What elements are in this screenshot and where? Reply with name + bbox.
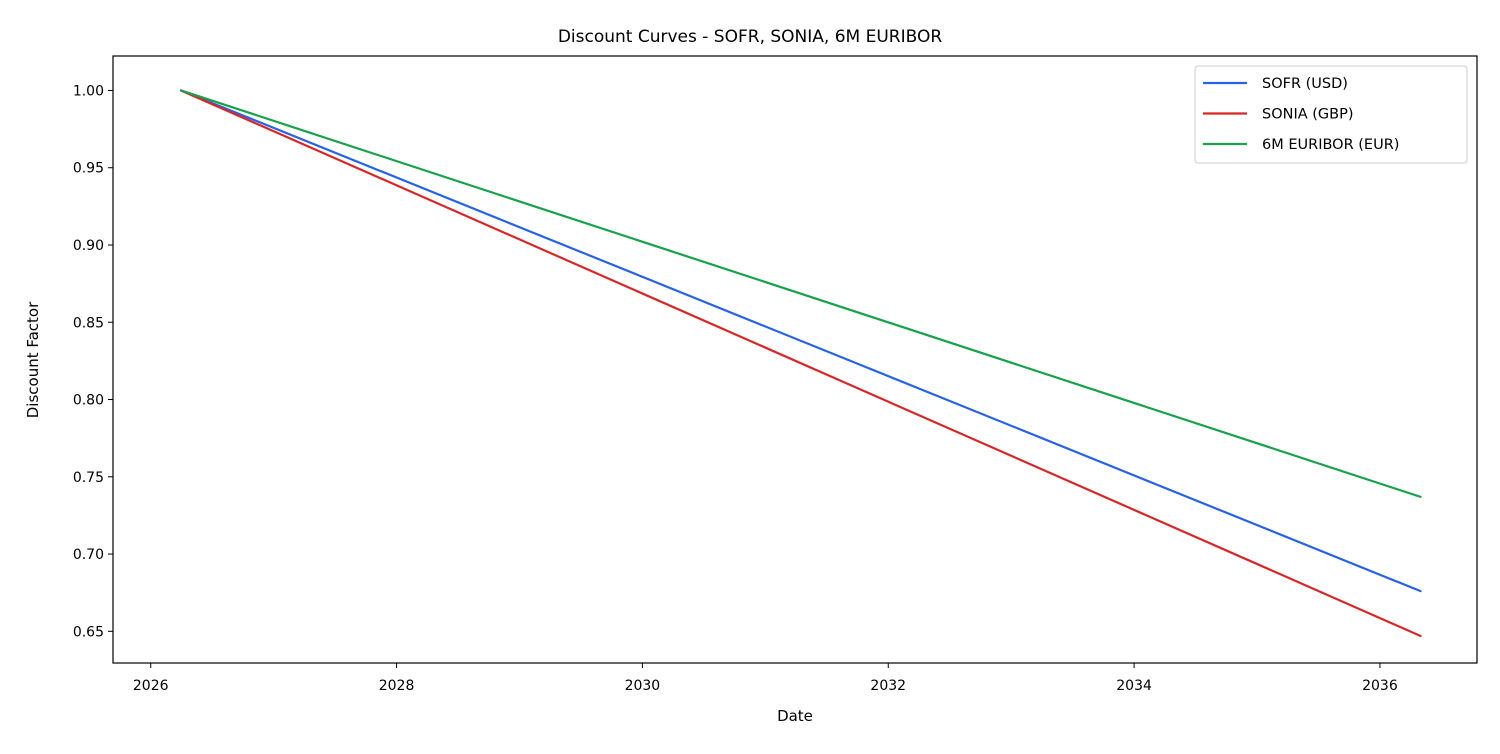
y-tick-label: 0.65	[73, 624, 104, 640]
x-tick-label: 2036	[1362, 678, 1398, 694]
x-axis-ticks: 2026 2028 2030 2032 2034 2036	[133, 663, 1398, 694]
y-tick-label: 0.90	[73, 238, 104, 254]
y-tick-label: 0.85	[73, 315, 104, 331]
legend-label: 6M EURIBOR (EUR)	[1262, 137, 1399, 153]
x-tick-label: 2030	[625, 678, 661, 694]
x-tick-label: 2032	[870, 678, 906, 694]
y-axis-label: Discount Factor	[24, 301, 42, 418]
y-tick-label: 0.80	[73, 393, 104, 409]
x-tick-label: 2028	[379, 678, 415, 694]
y-axis-ticks: 0.65 0.70 0.75 0.80 0.85 0.90 0.95 1.00	[73, 83, 113, 640]
legend-label: SONIA (GBP)	[1262, 107, 1354, 123]
y-tick-label: 0.75	[73, 470, 104, 486]
legend: SOFR (USD) SONIA (GBP) 6M EURIBOR (EUR)	[1194, 65, 1468, 164]
series-line-1	[179, 89, 1422, 638]
plot-frame	[112, 55, 1478, 664]
x-axis-label: Date	[777, 707, 813, 725]
series-line-2	[179, 89, 1422, 498]
x-tick-label: 2034	[1116, 678, 1152, 694]
y-tick-label: 0.70	[73, 547, 104, 563]
legend-label: SOFR (USD)	[1262, 76, 1348, 92]
series-line-0	[179, 89, 1422, 593]
y-tick-label: 1.00	[73, 83, 104, 99]
series-layer	[179, 89, 1422, 638]
x-tick-label: 2026	[133, 678, 169, 694]
y-tick-label: 0.95	[73, 161, 104, 177]
legend-box	[1194, 65, 1468, 164]
chart-title: Discount Curves - SOFR, SONIA, 6M EURIBO…	[558, 27, 943, 47]
